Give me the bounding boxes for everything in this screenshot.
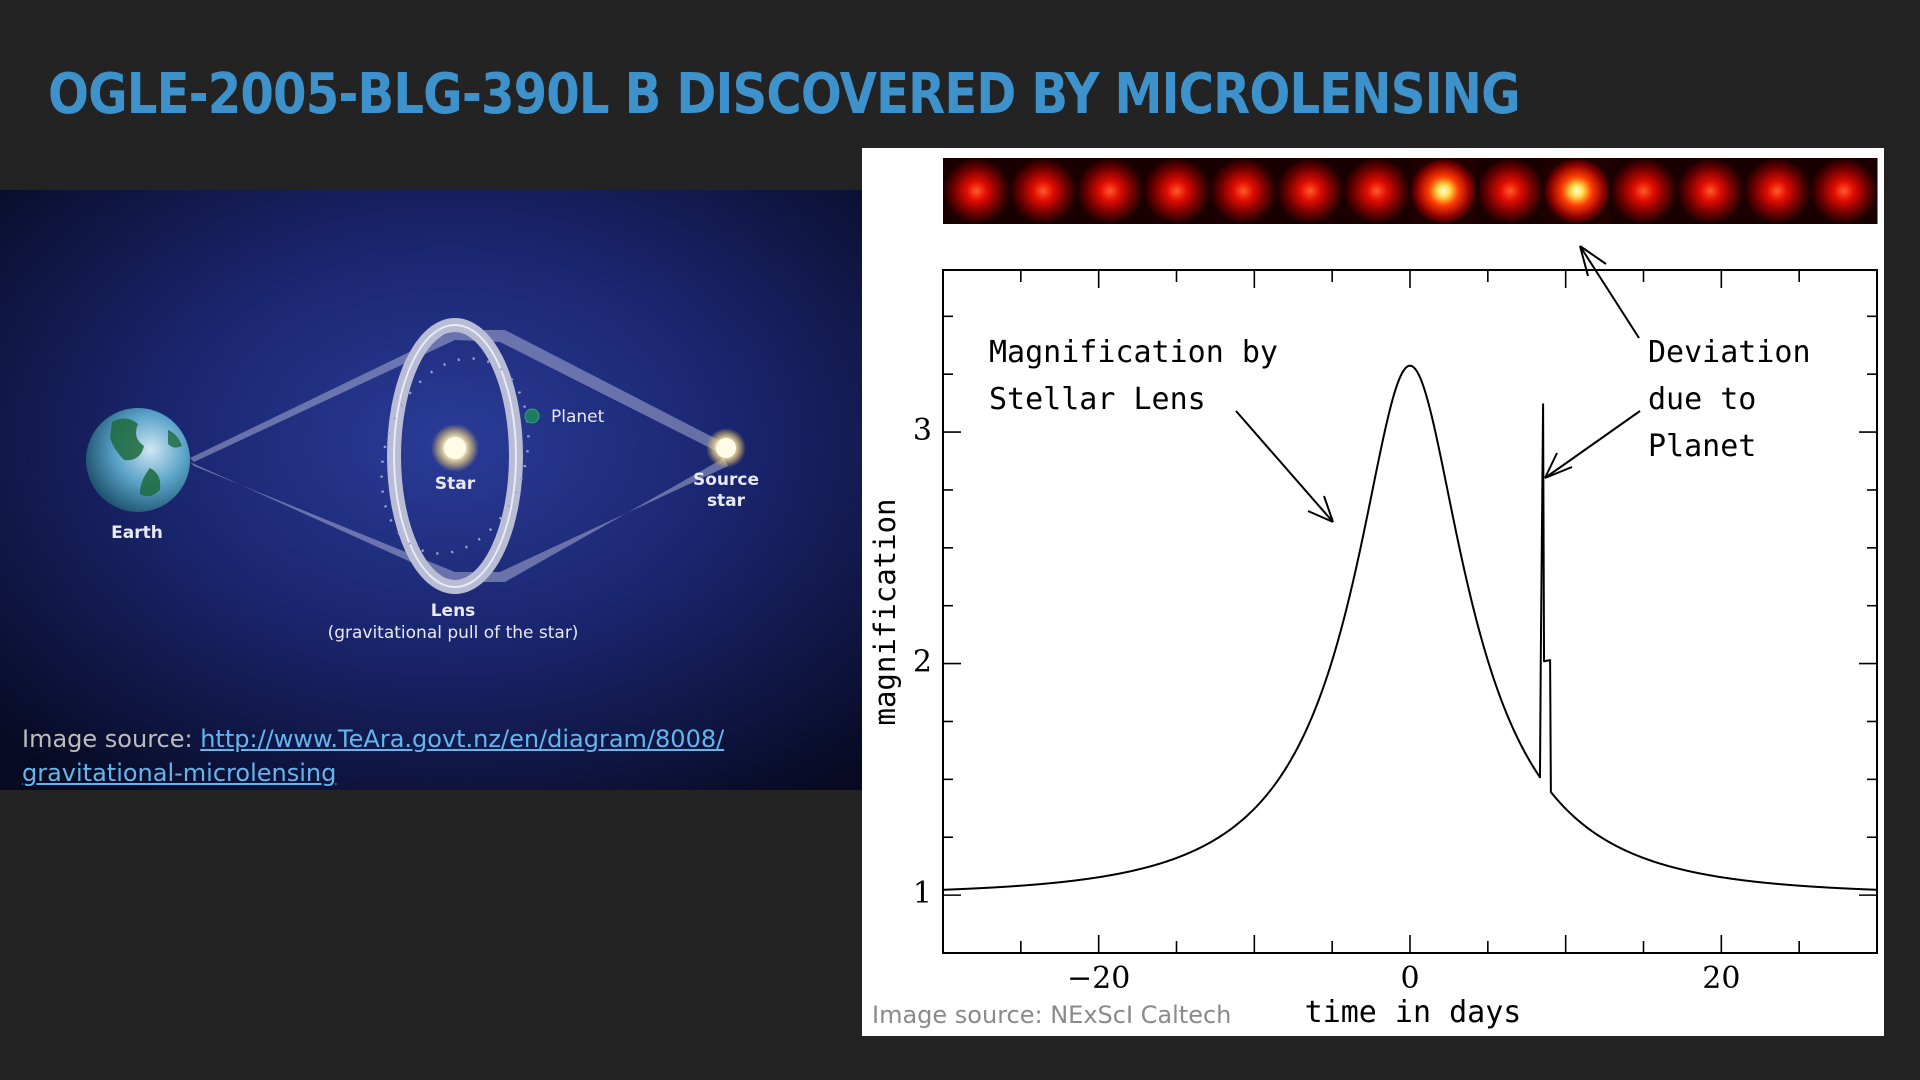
film-strip-arrow: [1579, 245, 1640, 339]
film-strip-frame: [1610, 158, 1678, 224]
planet-annotation-line2: due to: [1648, 382, 1756, 417]
film-strip-frame: [1009, 158, 1077, 224]
film-strip-frame: [1076, 158, 1144, 224]
x-tick-label: 20: [1702, 961, 1740, 996]
plot-frame: [942, 269, 1878, 954]
stellar-lens-annotation-line2: Stellar Lens: [989, 382, 1206, 417]
film-strip-frame: [943, 158, 1011, 224]
film-strip-frame: [1343, 158, 1411, 224]
light-curve-panel: −20 0 20 1 2 3 magnification time in day…: [862, 148, 1884, 1036]
lens-ring-highlight: [393, 324, 517, 588]
slide-title: OGLE-2005-BLG-390L B DISCOVERED BY MICRO…: [48, 62, 1521, 127]
x-tick-label: −20: [1067, 961, 1130, 996]
x-tick-label: 0: [1400, 961, 1419, 996]
film-strip-frames: [943, 158, 1878, 224]
film-strip-frame: [1410, 158, 1478, 224]
plot-image-source: Image source: NExScI Caltech: [872, 1001, 1232, 1029]
planet-deviation-arrow: [1544, 410, 1641, 479]
planet-label: Planet: [551, 407, 605, 427]
film-strip-frame: [1543, 158, 1611, 224]
y-tick-label: 1: [913, 876, 932, 911]
y-axis-label: magnification: [868, 499, 902, 726]
planet-icon: [524, 408, 540, 424]
upper-light-path: [190, 330, 728, 462]
diagram-source-link-line1[interactable]: http://www.TeAra.govt.nz/en/diagram/8008…: [200, 725, 725, 753]
planet-annotation-line3: Planet: [1648, 429, 1756, 464]
star-label: Star: [435, 474, 476, 494]
planet-annotation-line1: Deviation: [1648, 335, 1811, 370]
light-curve-line: [942, 364, 1878, 891]
light-curve-plot: −20 0 20 1 2 3 magnification time in day…: [868, 158, 1878, 1030]
stellar-lens-arrow: [1235, 410, 1334, 523]
source-star-label-line1: Source: [693, 470, 759, 490]
x-axis-label: time in days: [1305, 995, 1522, 1030]
film-strip-frame: [1810, 158, 1878, 224]
film-strip-frame: [1743, 158, 1811, 224]
source-star-label-line2: star: [707, 491, 746, 511]
stellar-lens-annotation-line1: Magnification by: [989, 335, 1278, 370]
y-tick-label: 3: [913, 413, 932, 448]
earth-icon: [86, 408, 190, 512]
microlensing-diagram-panel: Earth Star Planet Source star Lens (grav…: [0, 190, 862, 790]
diagram-source-prefix: Image source:: [22, 725, 193, 753]
y-tick-label: 2: [913, 645, 932, 680]
diagram-source-link-line2[interactable]: gravitational-microlensing: [22, 759, 337, 787]
film-strip-frame: [1209, 158, 1278, 224]
planet-orbit: [380, 357, 530, 555]
microlensing-diagram: Earth Star Planet Source star Lens (grav…: [0, 190, 862, 790]
lens-sublabel: (gravitational pull of the star): [328, 623, 579, 643]
film-strip-frame: [1276, 158, 1344, 224]
earth-label: Earth: [111, 523, 163, 543]
film-strip-frame: [1476, 158, 1544, 224]
film-strip-frame: [1676, 158, 1745, 224]
film-strip-frame: [1143, 158, 1211, 224]
tick-marks: [943, 270, 1877, 953]
lens-label: Lens: [431, 601, 476, 621]
diagram-image-source: Image source: http://www.TeAra.govt.nz/e…: [22, 722, 724, 790]
